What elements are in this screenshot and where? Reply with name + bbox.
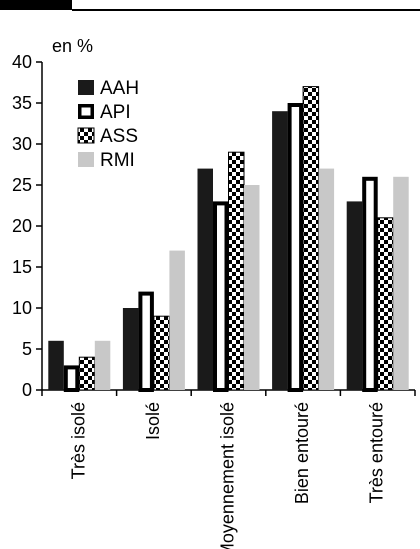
y-axis: 0 5 10 15 20 25 30 35 40	[12, 52, 43, 400]
x-axis: Très isolé Isolé Moyennement isolé Bien ent…	[41, 389, 416, 549]
bar-api	[63, 365, 80, 392]
legend: AAH API ASS RMI	[77, 78, 139, 171]
bar-ass	[228, 151, 245, 391]
bar-rmi	[94, 340, 111, 390]
bar-ass	[153, 315, 170, 391]
legend-swatch-rmi	[78, 152, 94, 167]
y-tick-label: 30	[12, 134, 32, 154]
bar-aah	[197, 168, 213, 390]
bar-rmi	[393, 176, 409, 390]
y-tick-label: 35	[12, 93, 32, 113]
bar-ass	[78, 356, 96, 391]
y-tick-label: 5	[22, 339, 32, 359]
legend-label-rmi: RMI	[100, 150, 135, 171]
y-tick-label: 25	[12, 175, 32, 195]
x-category-label: Très entouré	[367, 402, 387, 503]
bar-ass	[302, 86, 320, 391]
bar-aah	[122, 308, 139, 390]
legend-label-ass: ASS	[100, 126, 138, 147]
legend-label-api: API	[100, 102, 131, 123]
legend-label-aah: AAH	[100, 78, 139, 99]
bar-rmi	[244, 185, 260, 390]
bar-api	[213, 201, 229, 392]
bar-api	[138, 291, 154, 393]
bar-api	[362, 176, 378, 392]
legend-swatch-aah	[78, 80, 94, 95]
x-category-label: Moyennement isolé	[218, 402, 238, 549]
y-tick-label: 0	[22, 380, 32, 400]
y-tick-label: 20	[12, 216, 32, 236]
bar-api	[287, 103, 304, 392]
y-tick-label: 10	[12, 298, 32, 318]
x-category-label: Isolé	[143, 402, 163, 440]
header-bar	[0, 0, 72, 10]
bars	[48, 86, 409, 393]
legend-swatch-api	[78, 104, 94, 119]
header-rule	[72, 9, 420, 11]
x-category-label: Bien entouré	[292, 402, 312, 504]
bar-rmi	[318, 168, 335, 390]
bar-aah	[272, 111, 288, 390]
bar-rmi	[169, 250, 185, 390]
bar-ass	[377, 217, 394, 391]
bar-aah	[346, 201, 363, 390]
y-tick-label: 15	[12, 257, 32, 277]
legend-swatch-ass	[77, 127, 95, 144]
y-tick-label: 40	[12, 52, 32, 72]
y-axis-unit-label: en %	[52, 36, 93, 56]
x-category-label: Très isolé	[68, 402, 88, 479]
bar-aah	[48, 340, 64, 390]
